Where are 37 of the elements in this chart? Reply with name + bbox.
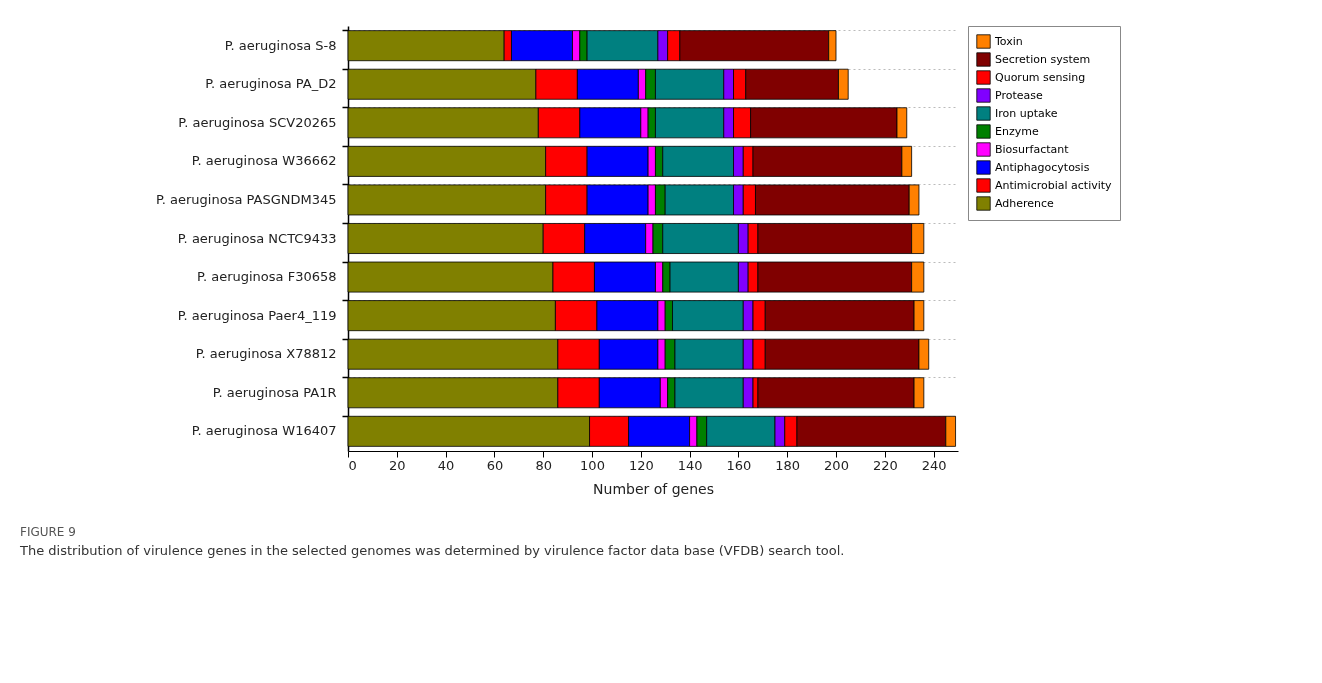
y-tick-label: P. aeruginosa SCV20265 bbox=[178, 114, 337, 130]
x-tick-label: 140 bbox=[677, 457, 703, 473]
x-tick-label: 180 bbox=[775, 457, 801, 473]
y-tick-label: P. aeruginosa PA1R bbox=[212, 384, 337, 400]
x-tick-label: 20 bbox=[389, 457, 406, 473]
x-axis-title: Number of genes bbox=[593, 480, 714, 497]
legend-label: Iron uptake bbox=[995, 106, 1058, 120]
legend-label: Enzyme bbox=[995, 124, 1039, 138]
legend-label: Antimicrobial activity bbox=[995, 178, 1113, 192]
y-tick-label: P. aeruginosa PA_D2 bbox=[205, 76, 337, 92]
x-tick-label: 240 bbox=[921, 457, 947, 473]
legend-label: Quorum sensing bbox=[995, 70, 1086, 84]
x-tick-label: 80 bbox=[535, 457, 552, 473]
y-tick-label: P. aeruginosa S-8 bbox=[224, 37, 337, 53]
legend-label: Adherence bbox=[995, 196, 1055, 210]
x-tick-label: 220 bbox=[872, 457, 898, 473]
y-tick-label: P. aeruginosa W36662 bbox=[191, 153, 337, 169]
x-tick-label: 40 bbox=[437, 457, 455, 473]
legend-label: Biosurfactant bbox=[995, 142, 1070, 156]
x-tick-label: 120 bbox=[628, 457, 654, 473]
x-tick-label: 200 bbox=[824, 457, 849, 473]
y-tick-label: P. aeruginosa X78812 bbox=[195, 346, 337, 362]
y-tick-label: P. aeruginosa F30658 bbox=[197, 269, 337, 285]
y-tick-label: P. aeruginosa Paer4_119 bbox=[177, 307, 337, 323]
x-tick-label: 0 bbox=[348, 457, 357, 473]
x-tick-label: 60 bbox=[486, 457, 504, 473]
legend-label: Secretion system bbox=[995, 52, 1091, 66]
x-tick-label: 160 bbox=[726, 457, 752, 473]
legend-label: Protease bbox=[995, 88, 1043, 102]
y-tick-label: P. aeruginosa PASGNDM345 bbox=[155, 191, 337, 207]
y-tick-label: P. aeruginosa NCTC9433 bbox=[177, 230, 337, 246]
legend-label: Antiphagocytosis bbox=[995, 160, 1090, 174]
caption: FIGURE 9 bbox=[20, 525, 77, 539]
x-tick-label: 100 bbox=[580, 457, 605, 473]
text: The distribution of virulence genes in the selected genomes was determined by virulence factor data base (VFDB) search tool. bbox=[20, 543, 846, 558]
y-tick-label: P. aeruginosa W16407 bbox=[191, 423, 337, 439]
legend-label: Toxin bbox=[994, 34, 1023, 48]
